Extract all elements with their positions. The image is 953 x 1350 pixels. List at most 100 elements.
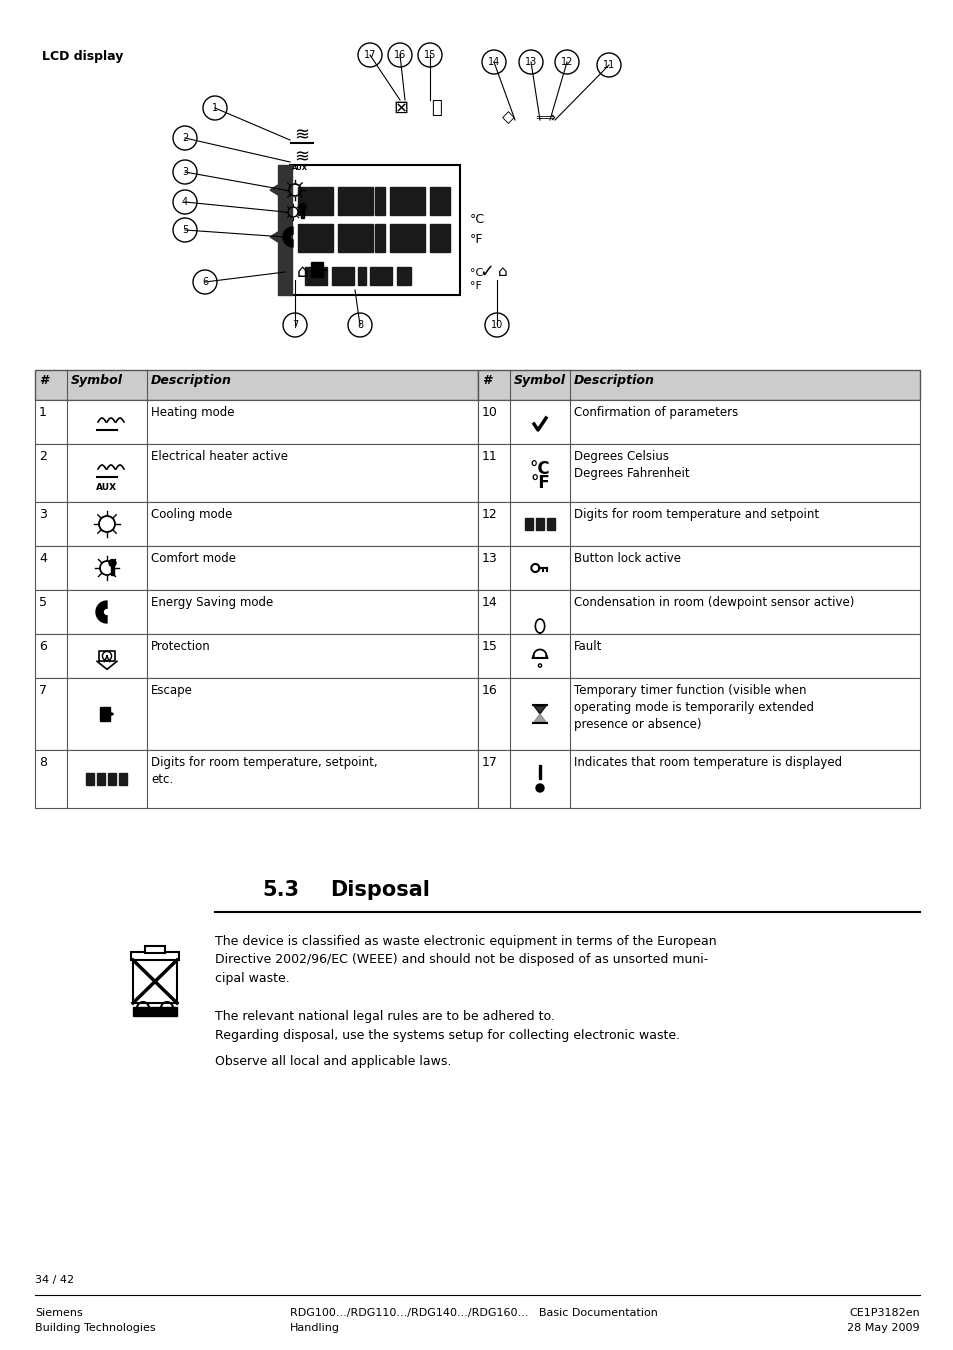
- Bar: [97, 774, 106, 784]
- Polygon shape: [534, 714, 545, 722]
- Text: 7: 7: [292, 320, 297, 329]
- Text: 14: 14: [487, 57, 499, 68]
- Bar: [35, 444, 477, 502]
- Text: Temporary timer function (visible when
operating mode is temporarily extended
pr: Temporary timer function (visible when o…: [574, 684, 813, 730]
- Bar: [119, 774, 128, 784]
- Bar: [290, 165, 459, 296]
- Bar: [35, 590, 477, 634]
- Text: ⌂: ⌂: [296, 263, 308, 281]
- Bar: [35, 634, 477, 678]
- Bar: [370, 267, 392, 285]
- Text: Energy Saving mode: Energy Saving mode: [151, 595, 273, 609]
- Text: 1: 1: [39, 406, 47, 418]
- Bar: [375, 188, 385, 215]
- Text: 16: 16: [481, 684, 497, 697]
- Bar: [145, 946, 165, 953]
- Text: °C: °C: [529, 460, 550, 478]
- Text: 10: 10: [491, 320, 502, 329]
- Bar: [277, 165, 292, 296]
- Text: 8: 8: [356, 320, 363, 329]
- Bar: [332, 267, 354, 285]
- Text: Digits for room temperature, setpoint,
etc.: Digits for room temperature, setpoint, e…: [151, 756, 377, 786]
- Bar: [132, 1007, 177, 1017]
- Bar: [337, 224, 373, 252]
- Bar: [546, 518, 555, 531]
- Text: 14: 14: [481, 595, 497, 609]
- Text: 15: 15: [423, 50, 436, 59]
- Text: Siemens: Siemens: [35, 1308, 83, 1318]
- Bar: [35, 502, 477, 545]
- Bar: [524, 518, 533, 531]
- Text: 16: 16: [394, 50, 406, 59]
- Bar: [35, 400, 477, 444]
- Bar: [87, 774, 94, 784]
- Text: 12: 12: [560, 57, 573, 68]
- Bar: [477, 370, 919, 400]
- Bar: [35, 751, 477, 809]
- Text: 12: 12: [481, 508, 497, 521]
- Wedge shape: [96, 601, 107, 622]
- Bar: [375, 224, 385, 252]
- Bar: [35, 370, 477, 400]
- Text: 5: 5: [39, 595, 47, 609]
- Text: Condensation in room (dewpoint sensor active): Condensation in room (dewpoint sensor ac…: [574, 595, 854, 609]
- Text: Degrees Celsius
Degrees Fahrenheit: Degrees Celsius Degrees Fahrenheit: [574, 450, 689, 481]
- Text: Building Technologies: Building Technologies: [35, 1323, 155, 1332]
- Text: Electrical heater active: Electrical heater active: [151, 450, 288, 463]
- Text: 4: 4: [182, 197, 188, 207]
- Text: ⍾: ⍾: [431, 99, 442, 117]
- Bar: [396, 267, 411, 285]
- Bar: [430, 224, 450, 252]
- Bar: [477, 590, 919, 634]
- Text: Observe all local and applicable laws.: Observe all local and applicable laws.: [214, 1054, 451, 1068]
- Text: #: #: [39, 374, 48, 387]
- Bar: [131, 952, 179, 960]
- Text: ⊠: ⊠: [393, 99, 408, 117]
- Bar: [477, 444, 919, 502]
- Text: Indicates that room temperature is displayed: Indicates that room temperature is displ…: [574, 756, 841, 770]
- Bar: [390, 188, 424, 215]
- Text: 11: 11: [481, 450, 497, 463]
- Bar: [477, 400, 919, 444]
- Bar: [538, 765, 540, 779]
- Text: °C: °C: [470, 213, 485, 225]
- Bar: [109, 774, 116, 784]
- Bar: [35, 678, 477, 751]
- Text: #: #: [481, 374, 490, 387]
- Text: °F: °F: [470, 234, 483, 246]
- Bar: [390, 224, 424, 252]
- Polygon shape: [270, 185, 277, 194]
- Bar: [301, 207, 304, 217]
- Text: 6: 6: [39, 640, 47, 653]
- Text: Disposal: Disposal: [330, 880, 430, 900]
- Text: Comfort mode: Comfort mode: [151, 552, 235, 566]
- Text: 5: 5: [182, 225, 188, 235]
- Circle shape: [536, 784, 543, 792]
- Text: 2: 2: [182, 134, 188, 143]
- Text: The relevant national legal rules are to be adhered to.
Regarding disposal, use : The relevant national legal rules are to…: [214, 1010, 679, 1041]
- Text: °F: °F: [530, 474, 549, 491]
- Text: Button lock active: Button lock active: [574, 552, 680, 566]
- Text: °C: °C: [470, 269, 483, 278]
- Bar: [305, 267, 327, 285]
- Text: CE1P3182en: CE1P3182en: [848, 1308, 919, 1318]
- Text: 4: 4: [39, 552, 47, 566]
- Text: 17: 17: [481, 756, 497, 770]
- Bar: [477, 751, 919, 809]
- Text: 5.3: 5.3: [262, 880, 298, 900]
- Circle shape: [298, 204, 306, 211]
- Text: 6: 6: [202, 277, 208, 288]
- Bar: [357, 267, 366, 285]
- Bar: [477, 545, 919, 590]
- Text: AUX: AUX: [96, 483, 117, 491]
- Text: 13: 13: [524, 57, 537, 68]
- Text: Symbol: Symbol: [514, 374, 565, 387]
- Text: ◇: ◇: [501, 109, 514, 127]
- Text: LCD display: LCD display: [42, 50, 123, 63]
- Bar: [430, 188, 450, 215]
- Text: Confirmation of parameters: Confirmation of parameters: [574, 406, 738, 418]
- Text: °F: °F: [470, 281, 481, 292]
- Text: Fault: Fault: [574, 640, 601, 653]
- Text: 3: 3: [39, 508, 47, 521]
- Bar: [35, 545, 477, 590]
